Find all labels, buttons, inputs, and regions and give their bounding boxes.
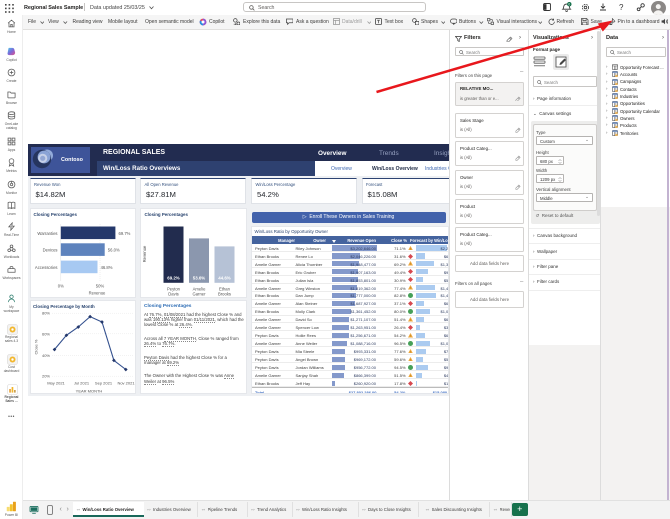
svg-text:Garner: Garner: [192, 291, 206, 296]
svg-text:0: 0: [568, 3, 570, 7]
svg-text:Accessories: Accessories: [34, 264, 57, 269]
svg-text:!: !: [410, 318, 411, 322]
svg-text:69.2%: 69.2%: [167, 275, 180, 280]
svg-text:Amelie: Amelie: [193, 286, 206, 291]
svg-text:40%: 40%: [41, 353, 49, 358]
svg-text:Brooks: Brooks: [218, 291, 231, 296]
svg-text:Devices: Devices: [42, 247, 57, 252]
svg-text:53.6%: 53.6%: [193, 275, 206, 280]
svg-text:46.8%: 46.8%: [100, 264, 112, 269]
svg-text:56.0%: 56.0%: [107, 247, 119, 252]
svg-text:!: !: [410, 334, 411, 338]
svg-text:Close %: Close %: [33, 339, 38, 354]
svg-text:!: !: [410, 350, 411, 354]
svg-text:!: !: [410, 358, 411, 362]
svg-text:Peyton: Peyton: [167, 286, 181, 291]
svg-text:80%: 80%: [41, 311, 49, 316]
svg-text:Warranties: Warranties: [37, 230, 57, 235]
svg-text:!: !: [410, 286, 411, 290]
svg-text:60%: 60%: [41, 331, 49, 336]
svg-text:Jul 2021: Jul 2021: [73, 381, 89, 386]
svg-text:May 2021: May 2021: [47, 381, 65, 386]
svg-text:!: !: [410, 247, 411, 251]
svg-text:69.7%: 69.7%: [118, 230, 130, 235]
svg-text:!: !: [410, 374, 411, 378]
svg-text:50%: 50%: [95, 283, 104, 288]
svg-text:Davis: Davis: [168, 291, 178, 296]
svg-text:!: !: [410, 262, 411, 266]
svg-text:44.6%: 44.6%: [218, 275, 231, 280]
svg-text:YEAR MONTH: YEAR MONTH: [75, 389, 102, 394]
svg-text:Revenue: Revenue: [142, 244, 147, 261]
svg-text:Nov 2021: Nov 2021: [117, 381, 135, 386]
svg-text:Ethan: Ethan: [219, 286, 231, 291]
svg-text:Revenue: Revenue: [88, 290, 105, 295]
svg-text:Sep 2021: Sep 2021: [94, 381, 112, 386]
svg-text:20%: 20%: [41, 374, 49, 379]
svg-text:0%: 0%: [57, 283, 63, 288]
